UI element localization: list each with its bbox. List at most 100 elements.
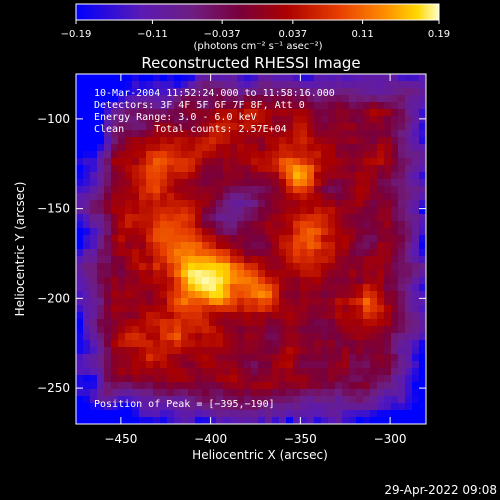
heatmap-cell bbox=[391, 417, 399, 424]
heatmap-cell bbox=[335, 298, 343, 306]
heatmap-cell bbox=[300, 151, 308, 159]
heatmap-cell bbox=[118, 207, 126, 215]
heatmap-cell bbox=[300, 179, 308, 187]
heatmap-cell bbox=[223, 137, 231, 145]
x-axis-label: Heliocentric X (arcsec) bbox=[192, 448, 328, 462]
heatmap-cell bbox=[370, 179, 378, 187]
heatmap-cell bbox=[90, 109, 98, 117]
heatmap-cell bbox=[328, 158, 336, 166]
heatmap-cell bbox=[104, 403, 112, 411]
heatmap-cell bbox=[321, 305, 329, 313]
heatmap-cell bbox=[146, 382, 154, 390]
heatmap-cell bbox=[76, 291, 84, 299]
heatmap-cell bbox=[223, 382, 231, 390]
heatmap-cell bbox=[335, 396, 343, 404]
heatmap-cell bbox=[405, 263, 413, 271]
heatmap-cell bbox=[195, 375, 203, 383]
heatmap-cell bbox=[76, 137, 84, 145]
heatmap-cell bbox=[97, 144, 105, 152]
heatmap-cell bbox=[307, 88, 315, 96]
heatmap-cell bbox=[398, 95, 406, 103]
heatmap-cell bbox=[167, 102, 175, 110]
heatmap-cell bbox=[286, 333, 294, 341]
heatmap-cell bbox=[307, 137, 315, 145]
heatmap-cell bbox=[286, 256, 294, 264]
heatmap-cell bbox=[111, 319, 119, 327]
heatmap-cell bbox=[272, 417, 280, 424]
heatmap-cell bbox=[412, 340, 420, 348]
heatmap-cell bbox=[356, 228, 364, 236]
plot-area: −450 −400 −350 −300−100−150−200−250 bbox=[37, 73, 427, 446]
heatmap-cell bbox=[370, 186, 378, 194]
heatmap-cell bbox=[209, 312, 217, 320]
heatmap-cell bbox=[188, 291, 196, 299]
heatmap-cell bbox=[160, 116, 168, 124]
heatmap-cell bbox=[195, 270, 203, 278]
heatmap-cell bbox=[356, 389, 364, 397]
heatmap-cell bbox=[167, 137, 175, 145]
heatmap-cell bbox=[272, 354, 280, 362]
heatmap-cell bbox=[405, 235, 413, 243]
heatmap-cell bbox=[419, 340, 426, 348]
heatmap-cell bbox=[419, 263, 426, 271]
y-tick-label: −250 bbox=[37, 381, 70, 395]
heatmap-cell bbox=[370, 284, 378, 292]
heatmap-cell bbox=[202, 382, 210, 390]
heatmap-cell bbox=[97, 214, 105, 222]
heatmap-cell bbox=[370, 74, 378, 82]
heatmap-cell bbox=[412, 172, 420, 180]
heatmap-cell bbox=[293, 256, 301, 264]
heatmap-cell bbox=[139, 207, 147, 215]
heatmap-cell bbox=[223, 417, 231, 424]
heatmap-cell bbox=[174, 151, 182, 159]
heatmap-cell bbox=[202, 200, 210, 208]
heatmap-cell bbox=[160, 130, 168, 138]
heatmap-cell bbox=[363, 130, 371, 138]
heatmap-cell bbox=[279, 410, 287, 418]
heatmap-cell bbox=[202, 81, 210, 89]
heatmap-cell bbox=[412, 326, 420, 334]
heatmap-cell bbox=[139, 158, 147, 166]
heatmap-cell bbox=[90, 228, 98, 236]
heatmap-cell bbox=[188, 312, 196, 320]
heatmap-cell bbox=[188, 235, 196, 243]
heatmap-cell bbox=[188, 249, 196, 257]
heatmap-cell bbox=[223, 235, 231, 243]
heatmap-cell bbox=[293, 235, 301, 243]
heatmap-cell bbox=[111, 95, 119, 103]
heatmap-cell bbox=[342, 74, 350, 82]
heatmap-cell bbox=[405, 347, 413, 355]
heatmap-cell bbox=[195, 354, 203, 362]
heatmap-cell bbox=[104, 193, 112, 201]
heatmap-cell bbox=[90, 326, 98, 334]
heatmap-cell bbox=[349, 186, 357, 194]
heatmap-cell bbox=[300, 263, 308, 271]
heatmap-cell bbox=[349, 123, 357, 131]
heatmap-cell bbox=[244, 137, 252, 145]
heatmap-cell bbox=[202, 284, 210, 292]
heatmap-cell bbox=[118, 221, 126, 229]
heatmap-cell bbox=[174, 144, 182, 152]
heatmap-cell bbox=[279, 214, 287, 222]
heatmap-cell bbox=[111, 396, 119, 404]
heatmap-cell bbox=[83, 242, 91, 250]
heatmap-cell bbox=[405, 81, 413, 89]
heatmap-cell bbox=[405, 88, 413, 96]
heatmap-cell bbox=[363, 249, 371, 257]
heatmap-cell bbox=[216, 172, 224, 180]
heatmap-cell bbox=[216, 221, 224, 229]
heatmap-cell bbox=[83, 277, 91, 285]
heatmap-cell bbox=[314, 88, 322, 96]
heatmap-cell bbox=[398, 403, 406, 411]
heatmap-cell bbox=[209, 333, 217, 341]
heatmap-cell bbox=[384, 368, 392, 376]
heatmap-cell bbox=[300, 172, 308, 180]
heatmap-cell bbox=[132, 347, 140, 355]
heatmap-cell bbox=[153, 340, 161, 348]
heatmap-cell bbox=[265, 410, 273, 418]
heatmap-cell bbox=[216, 263, 224, 271]
heatmap-cell bbox=[419, 207, 426, 215]
heatmap-cell bbox=[384, 144, 392, 152]
heatmap-cell bbox=[398, 263, 406, 271]
heatmap-cell bbox=[265, 193, 273, 201]
